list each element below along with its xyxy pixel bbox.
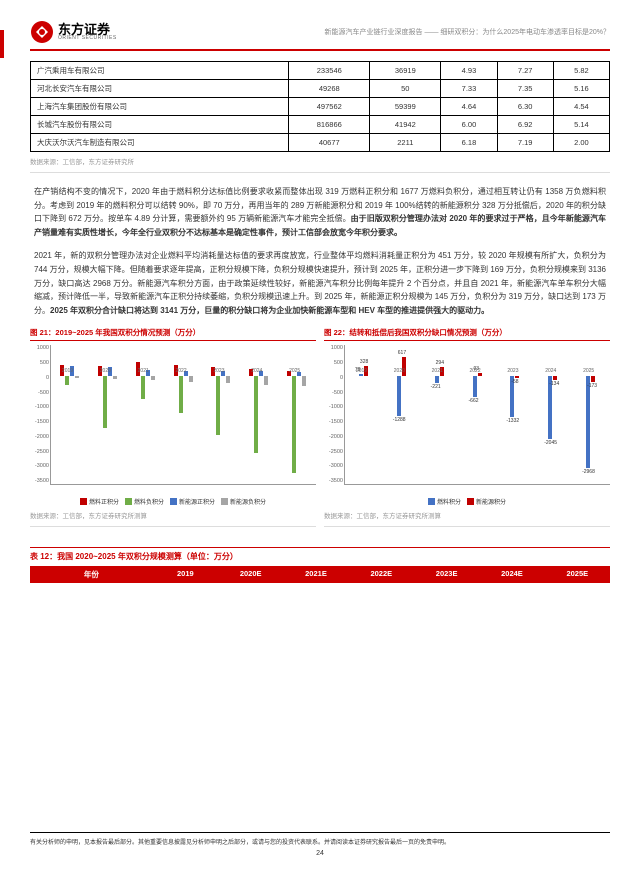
chart-22-legend: 燃料积分新能源积分	[324, 497, 610, 506]
page: 东方证券 ORIENT SECURITIES 新能源汽车产业链行业深度报告 ——…	[0, 0, 640, 869]
table-row: 河北长安汽车有限公司49268507.337.355.16	[31, 80, 610, 98]
table-row: 上海汽车集团股份有限公司497562593994.646.304.54	[31, 98, 610, 116]
accent-bar	[0, 30, 4, 58]
footer: 有关分析师的申明，见本报告最后部分。其他重要信息披露见分析师申明之后部分，或请与…	[30, 832, 610, 857]
chart-22-title: 图 22：结转和抵偿后我国双积分缺口情况预测（万分）	[324, 327, 610, 341]
chart-21-title: 图 21：2019~2025 年我国双积分情况预测（万分）	[30, 327, 316, 341]
charts-row: 图 21：2019~2025 年我国双积分情况预测（万分） 10005000-5…	[30, 327, 610, 539]
chart-21-plot: 10005000-500-1000-1500-2000-2500-3000-35…	[50, 345, 316, 485]
logo-en: ORIENT SECURITIES	[58, 36, 117, 41]
chart-22: 图 22：结转和抵偿后我国双积分缺口情况预测（万分） 10005000-500-…	[324, 327, 610, 539]
table-row: 大庆沃尔沃汽车制造有限公司4067722116.187.192.00	[31, 134, 610, 152]
header: 东方证券 ORIENT SECURITIES 新能源汽车产业链行业深度报告 ——…	[30, 20, 610, 51]
chart-21-source: 数据来源：工信部，东方证券研究所测算	[30, 510, 316, 527]
paragraph-2: 2021 年，新的双积分管理办法对企业燃料平均消耗量达标值的要求再度放宽，行业整…	[30, 249, 610, 317]
table-12-header: 年份20192020E2021E2022E2023E2024E2025E	[30, 566, 610, 583]
paragraph-1: 在产销结构不变的情况下，2020 年由于燃料积分达标值比例要求收紧而整体出现 3…	[30, 185, 610, 239]
disclaimer: 有关分析师的申明，见本报告最后部分。其他重要信息披露见分析师申明之后部分，或请与…	[30, 837, 610, 846]
logo: 东方证券 ORIENT SECURITIES	[30, 20, 117, 44]
chart-21: 图 21：2019~2025 年我国双积分情况预测（万分） 10005000-5…	[30, 327, 316, 539]
table-12-title: 表 12：我国 2020~2025 年双积分规模测算（单位：万分）	[30, 547, 610, 562]
chart-21-legend: 燃料正积分燃料负积分新能源正积分新能源负积分	[30, 497, 316, 506]
page-number: 24	[30, 850, 610, 857]
chart-22-plot: 10005000-500-1000-1500-2000-2500-3000-35…	[344, 345, 610, 485]
table-source: 数据来源：工信部，东方证券研究所	[30, 156, 610, 173]
company-table: 广汽乘用车有限公司233546369194.937.275.82河北长安汽车有限…	[30, 61, 610, 152]
table-row: 广汽乘用车有限公司233546369194.937.275.82	[31, 62, 610, 80]
logo-icon	[30, 20, 54, 44]
table-row: 长城汽车股份有限公司816866419426.006.925.14	[31, 116, 610, 134]
chart-22-source: 数据来源：工信部，东方证券研究所测算	[324, 510, 610, 527]
header-subtitle: 新能源汽车产业链行业深度报告 —— 细研双积分：为什么2025年电动车渗透率目标…	[325, 27, 610, 37]
